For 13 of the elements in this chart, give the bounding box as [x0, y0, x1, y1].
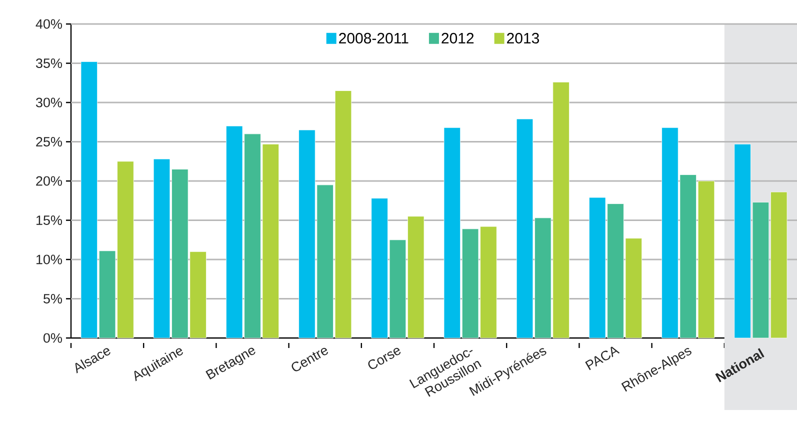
legend-label: 2013 [507, 32, 540, 44]
legend-label: 2012 [442, 32, 474, 44]
y-tick-label: 20% [36, 176, 62, 186]
y-tick-label: 15% [36, 216, 62, 225]
y-tick-label: 5% [44, 294, 62, 304]
y-tick-label: 0% [44, 333, 62, 343]
y-tick-label: 40% [36, 19, 62, 29]
y-tick-label: 30% [36, 98, 62, 108]
y-tick-label: 35% [36, 58, 62, 68]
x-tick-label: Corse [368, 348, 401, 370]
y-tick-label: 10% [36, 254, 62, 264]
legend-label: 2008-2011 [339, 32, 408, 44]
y-tick-label: 25% [36, 136, 62, 147]
